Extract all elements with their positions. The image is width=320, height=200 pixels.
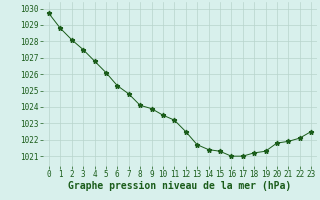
X-axis label: Graphe pression niveau de la mer (hPa): Graphe pression niveau de la mer (hPa) — [68, 181, 292, 191]
